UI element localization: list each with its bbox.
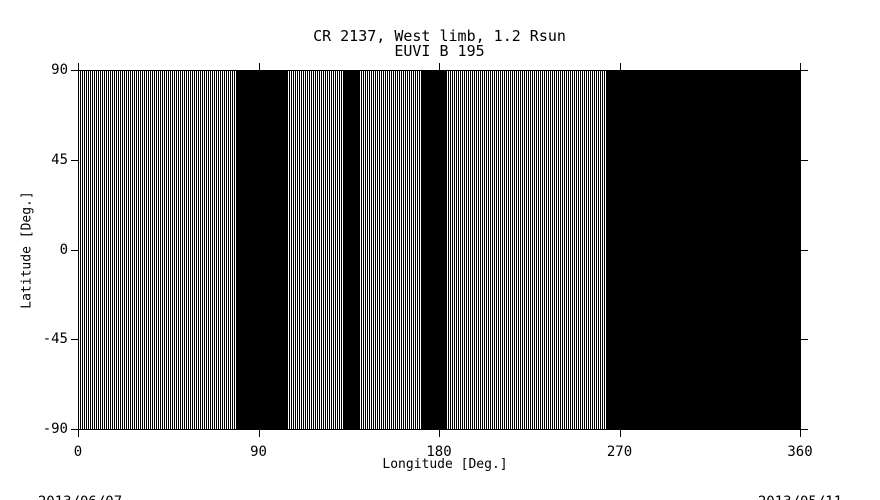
y-tick-label: 45 (51, 151, 68, 168)
coverage-band (446, 71, 607, 429)
chart-subtitle: EUVI B 195 (394, 42, 485, 60)
y-tick-left (71, 159, 78, 161)
x-tick-top (78, 63, 79, 70)
plot-area (78, 70, 801, 430)
x-tick-label: 90 (250, 444, 267, 460)
coverage-band (360, 71, 423, 429)
y-tick-right (801, 339, 808, 341)
y-tick-label: -90 (42, 421, 68, 437)
x-tick-top (800, 63, 801, 70)
y-tick-right (801, 249, 808, 251)
x-tick-top (619, 63, 621, 70)
chart-title: CR 2137, West limb, 1.2 Rsun (313, 27, 566, 45)
x-tick-top (439, 63, 440, 70)
title-block: CR 2137, West limb, 1.2 Rsun EUVI B 195 (78, 29, 801, 59)
x-tick-bottom (439, 430, 440, 437)
y-tick-left (71, 249, 78, 251)
y-tick-left (71, 339, 78, 341)
y-tick-right (801, 70, 808, 71)
y-tick-right (801, 429, 808, 430)
x-tick-label: 180 (426, 444, 452, 460)
end-date: 2013/05/11 (758, 495, 842, 500)
x-tick-bottom (78, 430, 79, 437)
start-datetime-annotation: 2013/06/07 09:15:41 (38, 465, 122, 500)
y-tick-label: 0 (59, 241, 68, 258)
x-tick-label: 270 (606, 444, 633, 460)
x-tick-bottom (619, 430, 621, 437)
x-tick-bottom (258, 430, 260, 437)
y-tick-label: -45 (42, 331, 68, 348)
y-tick-label: 90 (51, 62, 68, 78)
x-axis-label: Longitude [Deg.] (382, 457, 508, 472)
x-tick-top (258, 63, 260, 70)
x-tick-bottom (800, 430, 801, 437)
y-tick-right (801, 159, 808, 161)
y-tick-left (71, 429, 78, 430)
x-tick-label: 0 (73, 444, 83, 460)
x-tick-label: 360 (787, 444, 813, 460)
coverage-band (288, 71, 345, 429)
y-tick-left (71, 70, 78, 71)
start-date: 2013/06/07 (38, 495, 122, 500)
coverage-band (79, 71, 238, 429)
end-datetime-annotation: 2013/05/11 02:11:08 (758, 465, 842, 500)
